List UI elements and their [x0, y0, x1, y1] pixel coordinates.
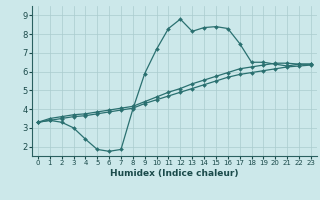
- X-axis label: Humidex (Indice chaleur): Humidex (Indice chaleur): [110, 169, 239, 178]
